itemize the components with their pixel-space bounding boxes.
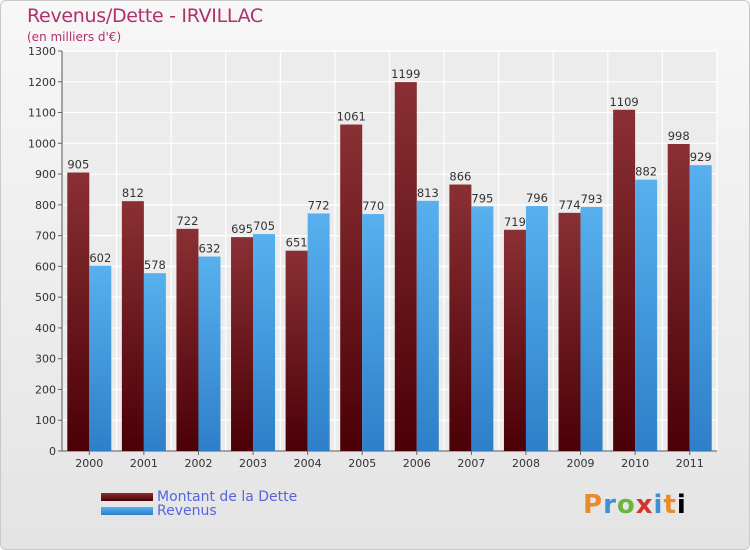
data-label-dette: 866 — [449, 170, 471, 184]
bar-revenus — [416, 200, 439, 451]
bar-revenus — [89, 265, 112, 451]
bar-revenus — [580, 207, 603, 451]
bar-dette — [558, 212, 581, 451]
data-label-dette: 1199 — [391, 67, 420, 81]
bar-revenus — [253, 234, 276, 451]
data-label-dette: 651 — [286, 236, 308, 250]
proxiti-logo: Proxiti — [583, 490, 687, 520]
legend-swatch-dette — [101, 493, 153, 501]
y-tick-label: 800 — [35, 199, 56, 212]
x-tick-label: 2007 — [457, 457, 485, 470]
bar-revenus — [525, 206, 548, 451]
data-label-revenus: 772 — [308, 198, 330, 212]
x-tick-label: 2001 — [130, 457, 158, 470]
bars — [67, 82, 712, 452]
data-label-dette: 722 — [176, 214, 198, 228]
bar-dette — [613, 109, 636, 452]
data-label-revenus: 632 — [198, 242, 220, 256]
data-label-dette: 695 — [231, 222, 253, 236]
y-tick-label: 400 — [35, 322, 56, 335]
data-label-revenus: 795 — [471, 191, 493, 205]
y-tick-label: 300 — [35, 353, 56, 366]
data-label-revenus: 882 — [635, 165, 657, 179]
bar-revenus — [143, 273, 166, 451]
bar-dette — [121, 201, 144, 451]
data-label-revenus: 796 — [526, 191, 548, 205]
chart-title: Revenus/Dette - IRVILLAC — [27, 5, 263, 27]
bar-dette — [176, 228, 199, 451]
y-tick-label: 200 — [35, 383, 56, 396]
x-tick-label: 2008 — [512, 457, 540, 470]
x-tick-label: 2002 — [184, 457, 212, 470]
grid-lines — [61, 50, 718, 452]
chart-subtitle: (en milliers d'€) — [27, 30, 122, 44]
bar-revenus — [307, 213, 330, 451]
x-tick-label: 2003 — [239, 457, 267, 470]
x-tick-label: 2004 — [294, 457, 322, 470]
y-tick-label: 0 — [49, 445, 56, 458]
y-tick-label: 900 — [35, 168, 56, 181]
bar-dette — [231, 237, 254, 451]
legend-item-revenus: Revenus — [101, 503, 217, 519]
data-label-dette: 719 — [504, 215, 526, 229]
data-label-dette: 905 — [67, 158, 89, 172]
legend-label-dette: Montant de la Dette — [157, 489, 298, 505]
bar-dette — [449, 184, 472, 452]
legend-label-revenus: Revenus — [157, 503, 217, 519]
y-tick-label: 100 — [35, 414, 56, 427]
x-tick-label: 2009 — [567, 457, 595, 470]
data-label-dette: 1109 — [609, 95, 638, 109]
x-tick-label: 2000 — [75, 457, 103, 470]
data-label-revenus: 602 — [89, 251, 111, 265]
data-label-dette: 1061 — [337, 110, 366, 124]
data-label-dette: 812 — [122, 186, 144, 200]
bar-dette — [340, 124, 363, 452]
y-tick-label: 700 — [35, 230, 56, 243]
axes: 0 100 200 300 400 500 600 700 800 900 1000 1100 1200… — [28, 45, 717, 470]
bar-revenus — [689, 165, 712, 451]
bar-dette — [67, 172, 90, 452]
y-tick-label: 600 — [35, 260, 56, 273]
bar-revenus — [471, 206, 494, 451]
data-label-revenus: 813 — [417, 186, 439, 200]
bar-revenus — [362, 214, 385, 451]
data-label-revenus: 929 — [690, 150, 712, 164]
legend-item-dette: Montant de la Dette — [101, 489, 297, 505]
x-tick-label: 2006 — [403, 457, 431, 470]
y-tick-label: 500 — [35, 291, 56, 304]
x-tick-label: 2011 — [676, 457, 704, 470]
bar-dette — [285, 250, 308, 451]
y-tick-label: 1300 — [28, 45, 56, 58]
y-tick-label: 1100 — [28, 107, 56, 120]
x-tick-label: 2005 — [348, 457, 376, 470]
data-label-revenus: 705 — [253, 219, 275, 233]
data-label-revenus: 793 — [581, 192, 603, 206]
bar-revenus — [635, 179, 658, 451]
data-label-revenus: 578 — [144, 258, 166, 272]
legend-swatch-revenus — [101, 507, 153, 515]
bar-revenus — [198, 256, 221, 451]
data-label-revenus: 770 — [362, 199, 384, 213]
y-tick-label: 1200 — [28, 76, 56, 89]
data-label-dette: 774 — [559, 198, 581, 212]
bar-dette — [394, 82, 417, 452]
data-label-dette: 998 — [668, 129, 690, 143]
y-tick-label: 1000 — [28, 137, 56, 150]
bar-dette — [503, 229, 526, 451]
x-tick-label: 2010 — [621, 457, 649, 470]
bar-dette — [667, 143, 690, 451]
